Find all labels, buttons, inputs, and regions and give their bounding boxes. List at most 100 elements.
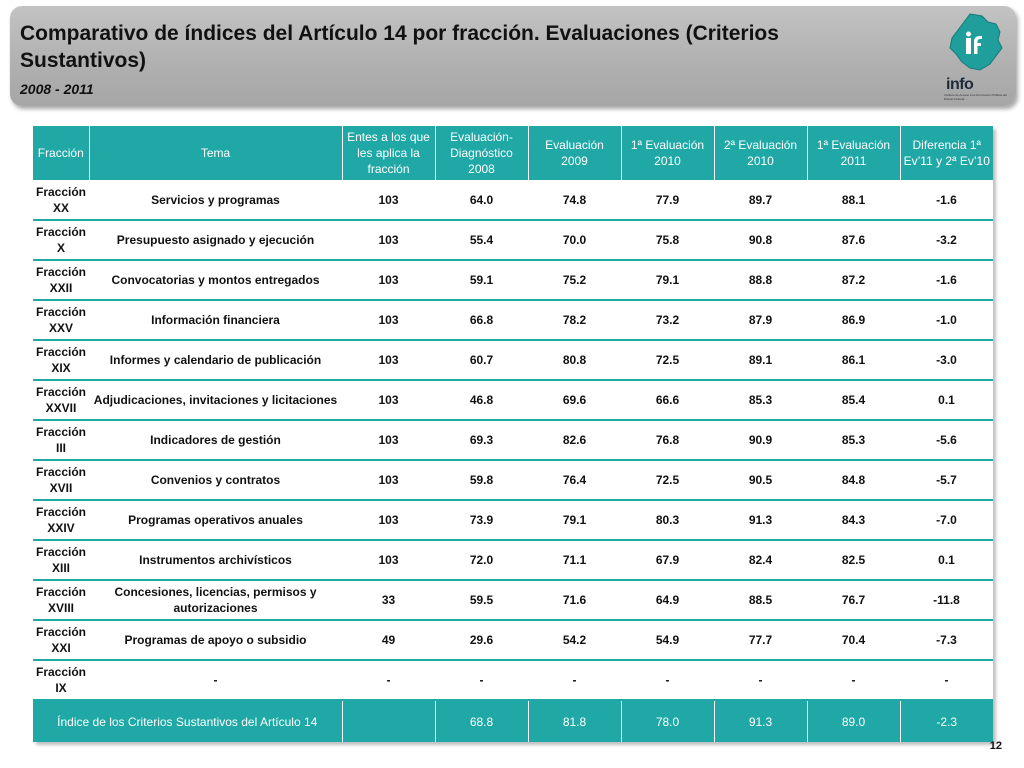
evaluation-table: Fracción Tema Entes a los que les aplica l… (33, 126, 993, 742)
fraction-cell: Fracción XXVII (33, 380, 89, 421)
table-row: Fracción XXVII Adjudicaciones, invitacion… (33, 380, 993, 421)
value-cell: 88.5 (714, 580, 807, 621)
fraction-cell: Fracción XX (33, 180, 89, 221)
column-header: 1ª Evaluación 2010 (621, 126, 715, 180)
value-cell: -1.6 (900, 260, 993, 301)
value-cell: 78.2 (528, 300, 621, 341)
value-cell: 80.3 (621, 500, 714, 541)
value-cell: 103 (342, 420, 435, 461)
slide-subtitle: 2008 - 2011 (20, 81, 94, 97)
topic-cell: Indicadores de gestión (89, 420, 342, 461)
fraction-cell: Fracción XVII (33, 460, 89, 501)
index-total-row: Índice de los Criterios Sustantivos del … (33, 700, 993, 742)
topic-cell: - (89, 660, 342, 701)
value-cell: 90.5 (714, 460, 807, 501)
value-cell: 72.5 (621, 340, 714, 381)
value-cell: -7.3 (900, 620, 993, 661)
value-cell: 75.2 (528, 260, 621, 301)
topic-cell: Convocatorias y montos entregados (89, 260, 342, 301)
value-cell: 103 (342, 220, 435, 261)
table-row: Fracción XX Servicios y programas 103 64.0 7… (33, 180, 993, 221)
table-footer: Índice de los Criterios Sustantivos del … (33, 700, 993, 742)
column-header: 2ª Evaluación 2010 (714, 126, 808, 180)
value-cell: 67.9 (621, 540, 714, 581)
value-cell: -1.6 (900, 180, 993, 221)
value-cell: 85.4 (807, 380, 900, 421)
value-cell: 54.2 (528, 620, 621, 661)
value-cell: 87.2 (807, 260, 900, 301)
table-row: Fracción XXI Programas de apoyo o subsidi… (33, 620, 993, 661)
table-row: Fracción XVII Convenios y contratos 103 59.… (33, 460, 993, 501)
value-cell: -7.0 (900, 500, 993, 541)
value-cell: - (621, 660, 714, 701)
value-cell: - (435, 660, 528, 701)
index-value-cell: -2.3 (900, 700, 993, 742)
value-cell: 74.8 (528, 180, 621, 221)
value-cell: 103 (342, 500, 435, 541)
value-cell: 71.6 (528, 580, 621, 621)
fraction-cell: Fracción XXV (33, 300, 89, 341)
value-cell: - (900, 660, 993, 701)
topic-cell: Concesiones, licencias, permisos y autor… (89, 580, 342, 621)
value-cell: 69.6 (528, 380, 621, 421)
value-cell: 69.3 (435, 420, 528, 461)
value-cell: 88.8 (714, 260, 807, 301)
fraction-cell: Fracción IX (33, 660, 89, 701)
table-header: Fracción Tema Entes a los que les aplica l… (33, 126, 993, 180)
table-row: Fracción XVIII Concesiones, licencias, pe… (33, 580, 993, 621)
value-cell: 73.2 (621, 300, 714, 341)
logo-word: info (946, 76, 974, 93)
topic-cell: Programas de apoyo o subsidio (89, 620, 342, 661)
value-cell: 72.0 (435, 540, 528, 581)
topic-cell: Información financiera (89, 300, 342, 341)
value-cell: 84.8 (807, 460, 900, 501)
map-icon (949, 13, 1003, 71)
value-cell: 59.5 (435, 580, 528, 621)
topic-cell: Adjudicaciones, invitaciones y licitacio… (89, 380, 342, 421)
value-cell: 85.3 (714, 380, 807, 421)
slide-header: Comparativo de índices del Artículo 14 p… (10, 6, 1016, 106)
value-cell: 75.8 (621, 220, 714, 261)
value-cell: 60.7 (435, 340, 528, 381)
fraction-cell: Fracción XIX (33, 340, 89, 381)
column-header: Diferencia 1ª Ev’11 y 2ª Ev’10 (900, 126, 993, 180)
index-value-cell: 81.8 (528, 700, 622, 742)
table-row: Fracción XXV Información financiera 103 66.… (33, 300, 993, 341)
value-cell: 82.5 (807, 540, 900, 581)
table-row: Fracción X Presupuesto asignado y ejecuci… (33, 220, 993, 261)
value-cell: 66.6 (621, 380, 714, 421)
index-label-cell: Índice de los Criterios Sustantivos del … (33, 700, 343, 742)
value-cell: 66.8 (435, 300, 528, 341)
page-number: 12 (989, 740, 1002, 752)
value-cell: 88.1 (807, 180, 900, 221)
value-cell: 76.8 (621, 420, 714, 461)
value-cell: 77.9 (621, 180, 714, 221)
index-value-cell (342, 700, 436, 742)
value-cell: 85.3 (807, 420, 900, 461)
table-body: Fracción XX Servicios y programas 103 64.0 7… (33, 180, 993, 701)
value-cell: -1.0 (900, 300, 993, 341)
value-cell: 91.3 (714, 500, 807, 541)
info-logo: info Instituto de Acceso a la Informació… (940, 12, 1010, 104)
value-cell: 103 (342, 260, 435, 301)
value-cell: 103 (342, 300, 435, 341)
value-cell: 86.9 (807, 300, 900, 341)
value-cell: 49 (342, 620, 435, 661)
value-cell: 59.8 (435, 460, 528, 501)
fraction-cell: Fracción XVIII (33, 580, 89, 621)
value-cell: 103 (342, 460, 435, 501)
logo-tagline: Instituto de Acceso a la Información Púb… (944, 93, 1007, 101)
value-cell: 84.3 (807, 500, 900, 541)
slide-title: Comparativo de índices del Artículo 14 p… (20, 22, 779, 72)
value-cell: 82.6 (528, 420, 621, 461)
table-row: Fracción XIX Informes y calendario de pub… (33, 340, 993, 381)
value-cell: 90.9 (714, 420, 807, 461)
value-cell: 46.8 (435, 380, 528, 421)
value-cell: 76.7 (807, 580, 900, 621)
fraction-cell: Fracción XIII (33, 540, 89, 581)
fraction-cell: Fracción XXII (33, 260, 89, 301)
topic-cell: Programas operativos anuales (89, 500, 342, 541)
column-header: 1ª Evaluación 2011 (807, 126, 901, 180)
fraction-cell: Fracción XXI (33, 620, 89, 661)
value-cell: 103 (342, 540, 435, 581)
